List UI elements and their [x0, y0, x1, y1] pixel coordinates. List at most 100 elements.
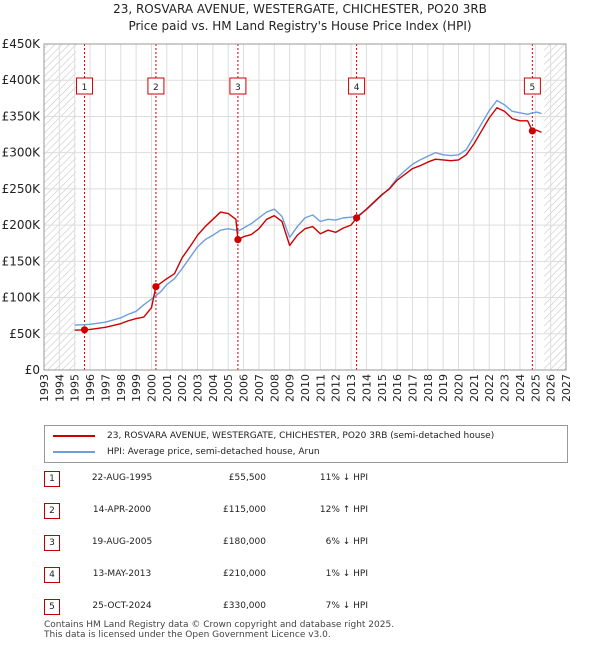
x-tick-label: 2004 [207, 374, 220, 402]
chart-title-line2: Price paid vs. HM Land Registry's House … [128, 19, 472, 33]
x-tick-label: 1993 [38, 374, 51, 402]
sale-label-box [348, 77, 366, 95]
sale-hpi-diff: 1% ↓ HPI [325, 569, 368, 579]
sale-label-box [76, 77, 94, 95]
x-tick-label: 2010 [299, 374, 312, 402]
x-tick-label: 2007 [253, 374, 266, 402]
legend-label-hpi: HPI: Average price, semi-detached house,… [107, 447, 320, 457]
hatched-region [544, 44, 566, 370]
sale-label-box [229, 77, 247, 95]
sale-price: £115,000 [223, 505, 266, 515]
x-tick-label: 2001 [161, 374, 174, 402]
y-tick-label: £150K [2, 254, 42, 268]
x-tick-label: 1995 [69, 374, 82, 402]
x-tick-label: 2014 [360, 374, 373, 402]
x-tick-label: 2011 [314, 374, 327, 402]
sale-badge: 1 [44, 471, 60, 487]
x-tick-label: 2027 [560, 374, 573, 402]
sale-hpi-diff: 11% ↓ HPI [319, 473, 368, 483]
sale-price: £55,500 [228, 473, 266, 483]
x-tick-label: 2021 [468, 374, 481, 402]
sale-date: 13-MAY-2013 [92, 569, 152, 579]
y-tick-label: £350K [2, 109, 42, 123]
y-tick-label: £100K [2, 291, 42, 305]
x-tick-label: 1997 [99, 374, 112, 402]
y-tick-label: £200K [2, 218, 42, 232]
y-tick-label: £450K [2, 37, 42, 51]
sale-date: 19-AUG-2005 [91, 537, 153, 547]
footer-licence: This data is licensed under the Open Gov… [44, 630, 331, 640]
footer: Contains HM Land Registry data © Crown c… [44, 620, 394, 640]
x-tick-label: 2016 [391, 374, 404, 402]
x-tick-label: 2013 [345, 374, 358, 402]
legend-item-price: 23, ROSVARA AVENUE, WESTERGATE, CHICHEST… [53, 429, 494, 443]
x-tick-label: 2023 [499, 374, 512, 402]
sale-label-text: 2 [153, 83, 159, 93]
x-tick-label: 1998 [115, 374, 128, 402]
table-row: 2 14-APR-2000 £115,000 12% ↑ HPI [44, 503, 384, 519]
price-series-line [74, 107, 542, 331]
price-chart: 1 2 3 4 5 £0 £50K £100K £150K £200K £250K £300K £350… [2, 37, 573, 402]
x-tick-label: 2005 [222, 374, 235, 402]
x-tick-label: 2006 [238, 374, 251, 402]
sale-point [528, 127, 536, 135]
sale-label-text: 1 [82, 83, 88, 93]
x-tick-label: 2009 [284, 374, 297, 402]
y-tick-label: £0 [25, 363, 40, 377]
hpi-series-line [74, 99, 542, 326]
sale-price: £210,000 [223, 569, 266, 579]
sale-point [80, 326, 89, 334]
sale-label-box [523, 77, 541, 95]
sale-label-text: 4 [354, 83, 360, 93]
x-tick-label: 2022 [483, 374, 496, 402]
sale-badge: 5 [44, 599, 60, 615]
sale-badge: 2 [44, 503, 60, 519]
x-tick-label: 2025 [529, 374, 542, 402]
x-tick-label: 2012 [330, 374, 343, 402]
sale-hpi-diff: 6% ↓ HPI [325, 537, 368, 547]
plot-frame [43, 43, 567, 371]
sale-label-text: 3 [235, 83, 241, 93]
x-tick-label: 2003 [192, 374, 205, 402]
x-tick-label: 2019 [437, 374, 450, 402]
sale-date: 14-APR-2000 [92, 505, 152, 515]
y-tick-label: £400K [2, 73, 42, 87]
x-tick-label: 1999 [130, 374, 143, 402]
legend-swatch-price [53, 435, 95, 437]
x-tick-label: 2015 [376, 374, 389, 402]
table-row: 5 25-OCT-2024 £330,000 7% ↓ HPI [44, 599, 384, 615]
x-tick-label: 2017 [406, 374, 419, 402]
x-tick-label: 2000 [145, 374, 158, 402]
sale-badge: 3 [44, 535, 60, 551]
chart-title-line1: 23, ROSVARA AVENUE, WESTERGATE, CHICHEST… [113, 2, 487, 16]
legend-swatch-hpi [53, 451, 95, 453]
sale-point [352, 214, 361, 222]
x-tick-label: 2026 [545, 374, 558, 402]
table-row: 1 22-AUG-1995 £55,500 11% ↓ HPI [44, 471, 384, 487]
sale-hpi-diff: 12% ↑ HPI [319, 505, 368, 515]
x-tick-label: 2020 [453, 374, 466, 402]
sale-point [152, 283, 160, 291]
table-row: 3 19-AUG-2005 £180,000 6% ↓ HPI [44, 535, 384, 551]
sale-label-box [147, 77, 165, 95]
sale-date: 25-OCT-2024 [92, 601, 152, 611]
x-tick-label: 1996 [84, 374, 97, 402]
y-tick-label: £250K [2, 182, 42, 196]
sale-price: £330,000 [223, 601, 266, 611]
y-tick-label: £300K [2, 146, 42, 160]
hatched-region [44, 44, 76, 370]
x-tick-label: 2018 [422, 374, 435, 402]
y-tick-label: £50K [9, 327, 41, 341]
legend-item-hpi: HPI: Average price, semi-detached house,… [53, 445, 320, 459]
x-tick-label: 2024 [514, 374, 527, 402]
x-tick-label: 2008 [268, 374, 281, 402]
sale-hpi-diff: 7% ↓ HPI [325, 601, 368, 611]
x-tick-label: 1994 [53, 374, 66, 402]
sale-date: 22-AUG-1995 [91, 473, 153, 483]
sale-label-text: 5 [530, 83, 536, 93]
legend: 23, ROSVARA AVENUE, WESTERGATE, CHICHEST… [44, 425, 568, 463]
sale-badge: 4 [44, 567, 60, 583]
sale-point [234, 236, 242, 244]
footer-copyright: Contains HM Land Registry data © Crown c… [44, 620, 395, 630]
table-row: 4 13-MAY-2013 £210,000 1% ↓ HPI [44, 567, 384, 583]
